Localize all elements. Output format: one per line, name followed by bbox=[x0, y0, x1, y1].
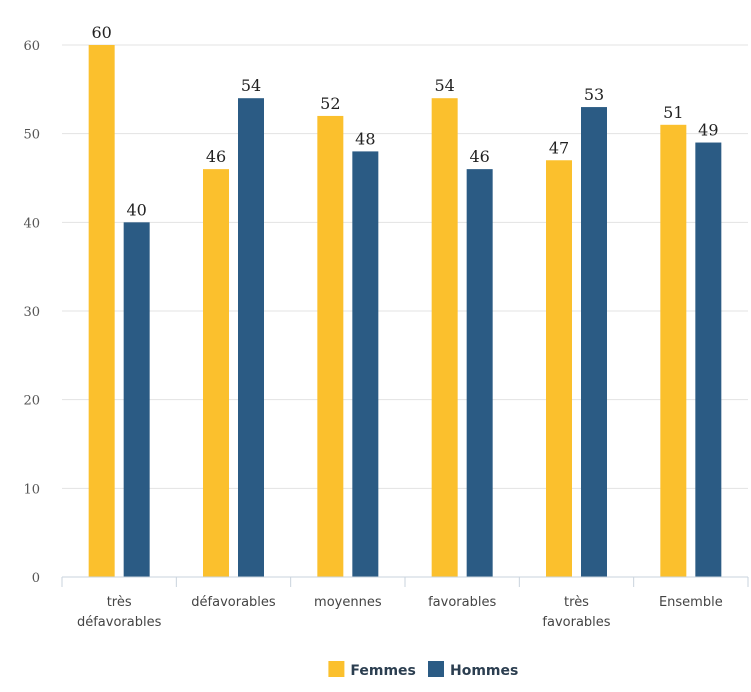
category-label: Ensemble bbox=[659, 595, 723, 610]
data-label: 46 bbox=[469, 147, 489, 166]
bar bbox=[581, 107, 607, 578]
data-label: 51 bbox=[663, 103, 683, 122]
category-label: défavorables bbox=[191, 595, 276, 610]
bar bbox=[660, 124, 687, 578]
bar bbox=[546, 160, 572, 577]
legend-label: Hommes bbox=[450, 663, 518, 679]
y-tick-label: 30 bbox=[23, 305, 40, 320]
category-label: favorables bbox=[542, 615, 610, 630]
bar bbox=[695, 142, 722, 578]
legend-swatch bbox=[328, 661, 345, 677]
bar bbox=[352, 151, 379, 577]
y-tick-label: 10 bbox=[23, 482, 40, 497]
category-label: très bbox=[107, 595, 132, 610]
bar bbox=[203, 169, 229, 577]
y-tick-label: 60 bbox=[23, 39, 40, 54]
bar bbox=[317, 115, 344, 577]
data-label: 40 bbox=[126, 200, 146, 219]
data-label: 53 bbox=[584, 85, 604, 104]
bar bbox=[238, 98, 264, 577]
data-label: 52 bbox=[320, 94, 340, 113]
bar bbox=[466, 169, 493, 577]
data-label: 46 bbox=[206, 147, 226, 166]
category-label: très bbox=[564, 595, 589, 610]
category-label: favorables bbox=[428, 595, 496, 610]
bar bbox=[123, 222, 150, 578]
data-label: 54 bbox=[241, 76, 261, 95]
bar bbox=[431, 98, 458, 577]
data-label: 47 bbox=[549, 138, 569, 157]
bar bbox=[88, 45, 115, 577]
y-tick-label: 50 bbox=[23, 128, 40, 143]
y-tick-label: 40 bbox=[23, 216, 40, 231]
legend-swatch bbox=[428, 661, 444, 677]
data-label: 54 bbox=[434, 76, 454, 95]
category-label: moyennes bbox=[314, 595, 382, 610]
y-tick-label: 20 bbox=[23, 394, 40, 409]
data-label: 49 bbox=[698, 121, 718, 140]
category-label: défavorables bbox=[77, 615, 162, 630]
data-label: 60 bbox=[91, 23, 111, 42]
legend-label: Femmes bbox=[350, 663, 416, 679]
y-tick-label: 0 bbox=[32, 571, 40, 586]
data-label: 48 bbox=[355, 129, 375, 148]
